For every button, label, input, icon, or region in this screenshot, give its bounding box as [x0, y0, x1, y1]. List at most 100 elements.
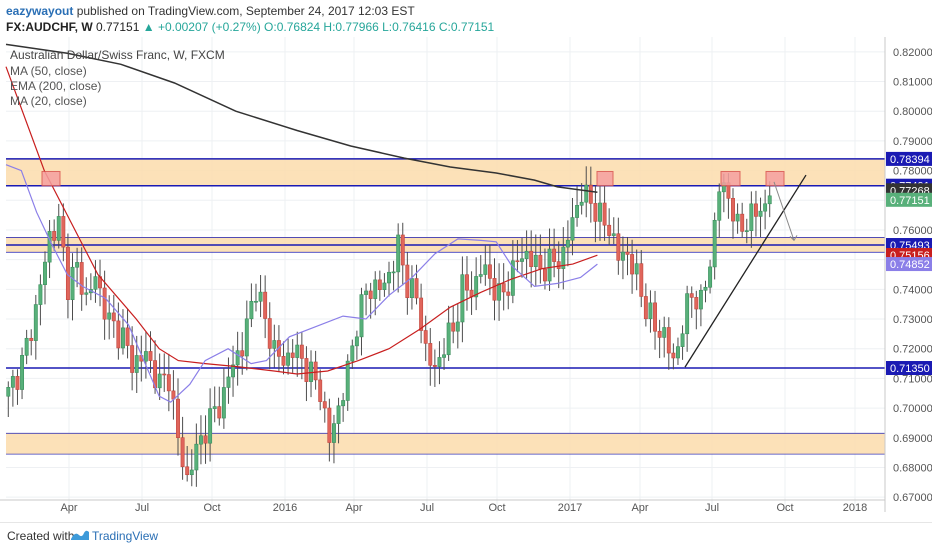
candle-body — [180, 437, 185, 468]
candle-body — [249, 301, 254, 320]
candle-body — [611, 233, 616, 236]
ma20-line — [5, 164, 598, 403]
price-change: ▲ +0.00207 (+0.27%) — [142, 20, 261, 34]
candle-body — [763, 203, 768, 212]
candle-body — [38, 284, 43, 305]
candle-body — [501, 283, 506, 293]
x-tick-label: 2017 — [558, 502, 582, 514]
candle-body — [121, 327, 125, 349]
candle-body — [584, 184, 589, 203]
candle-body — [327, 407, 332, 443]
sr-zones — [6, 159, 885, 455]
y-tick-label: 0.72000 — [893, 344, 932, 356]
candle-body — [336, 405, 341, 424]
candle-body — [708, 266, 713, 288]
price-chart[interactable]: 0.820000.810000.800000.790000.780000.770… — [0, 37, 932, 522]
candle-body — [442, 354, 446, 358]
candle-body — [364, 290, 369, 295]
candle-body — [10, 376, 15, 388]
candle-body — [56, 216, 61, 241]
x-tick-label: 2016 — [273, 502, 297, 514]
candle-body — [254, 300, 258, 303]
y-tick-label: 0.74000 — [893, 284, 932, 296]
legend-ma50: MA (50, close) — [10, 64, 87, 78]
candle-body — [676, 346, 680, 359]
x-tick-label: Jul — [420, 502, 434, 514]
candle-body — [43, 261, 47, 285]
price-label: 0.74852 — [890, 259, 930, 271]
candle-body — [221, 387, 226, 419]
candle-body — [20, 355, 25, 390]
author-link[interactable]: eazywayout — [6, 4, 74, 18]
candle-body — [377, 279, 382, 290]
candle-body — [478, 274, 483, 277]
candle-body — [111, 312, 116, 322]
candle-body — [322, 401, 327, 409]
symbol-label: FX:AUDCHF, W — [6, 20, 93, 34]
candle-body — [529, 250, 534, 267]
resistance-box — [596, 170, 614, 187]
candle-body — [620, 251, 625, 261]
axes: 0.820000.810000.800000.790000.780000.770… — [0, 37, 932, 514]
x-tick-label: Jul — [705, 502, 719, 514]
ohlc-values: O:0.76824 H:0.77966 L:0.76416 C:0.77151 — [264, 20, 495, 34]
arrow-head — [789, 235, 798, 242]
horizontal-levels — [6, 158, 885, 455]
x-tick-label: Oct — [776, 502, 793, 514]
candle-body — [487, 264, 492, 279]
candle-body — [744, 230, 749, 232]
candle-body — [575, 204, 580, 218]
candle-body — [281, 356, 286, 366]
candle-body — [432, 364, 437, 367]
candle-body — [524, 250, 529, 260]
legend-title: Australian Dollar/Swiss Franc, W, FXCM — [10, 48, 225, 62]
candle-body — [198, 435, 203, 445]
candle-body — [703, 286, 708, 291]
candle-body — [547, 248, 552, 282]
candle-body — [350, 345, 355, 362]
candle-body — [409, 278, 414, 298]
candle-body — [400, 234, 405, 266]
candle-body — [354, 336, 359, 347]
candle-body — [313, 361, 318, 381]
candle-body — [520, 258, 524, 262]
candle-body — [359, 294, 364, 338]
candle-body — [332, 423, 336, 443]
candle-body — [15, 376, 20, 390]
candle-body — [116, 320, 121, 349]
trendline — [684, 174, 807, 368]
candle-body — [166, 374, 171, 392]
legend: Australian Dollar/Swiss Franc, W, FXCM M… — [10, 48, 225, 108]
candle-body — [286, 352, 291, 366]
candle-body — [318, 379, 323, 402]
candle-body — [506, 291, 511, 296]
tradingview-brand[interactable]: TradingView — [92, 529, 159, 543]
y-tick-label: 0.71000 — [893, 373, 932, 385]
price-label: 0.78394 — [890, 154, 930, 166]
candle-body — [565, 239, 570, 248]
legend-ma20: MA (20, close) — [10, 94, 87, 108]
candle-body — [465, 274, 469, 291]
publish-info: eazywayout published on TradingView.com,… — [6, 4, 415, 18]
last-price: 0.77151 — [96, 20, 140, 34]
candle-body — [290, 352, 295, 358]
x-tick-label: Oct — [488, 502, 505, 514]
candle-body — [176, 398, 180, 438]
candle-body — [208, 408, 213, 444]
candle-body — [6, 387, 11, 397]
candle-body — [731, 198, 735, 222]
candle-body — [561, 246, 566, 269]
candle-body — [93, 276, 98, 290]
candle-body — [240, 350, 245, 357]
candle-body — [625, 251, 630, 255]
y-tick-label: 0.81000 — [893, 77, 932, 89]
price-label-bg — [886, 361, 932, 376]
candle-body — [52, 231, 57, 241]
candle-body — [107, 312, 112, 320]
candle-body — [272, 340, 277, 349]
candle-body — [497, 283, 502, 301]
candle-body — [662, 327, 667, 338]
candle-body — [717, 191, 722, 221]
ma50-line — [5, 66, 598, 375]
candle-body — [698, 289, 703, 310]
